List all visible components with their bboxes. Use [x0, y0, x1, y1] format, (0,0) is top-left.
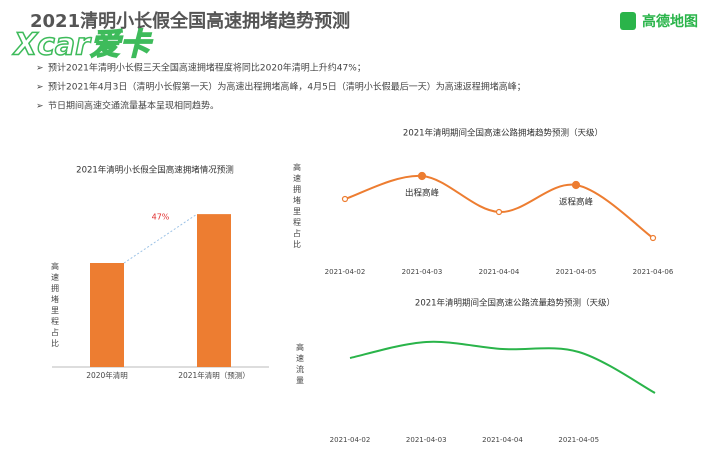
- logo: 高德地图: [642, 13, 698, 30]
- bullet-arrow: ➢: [36, 102, 44, 112]
- point: [571, 180, 581, 190]
- x-tick-label: 2021-04-05: [556, 268, 597, 276]
- bullet-arrow: ➢: [36, 83, 44, 93]
- bar: [197, 214, 231, 367]
- x-tick-label: 2021-04-04: [482, 436, 523, 444]
- watermark: Xcar爱卡: [12, 28, 153, 63]
- chart-title: 2021年清明期间全国高速公路流量趋势预测（天级）: [415, 298, 615, 309]
- series-line: [344, 174, 654, 239]
- bar: [90, 263, 124, 367]
- point: [495, 208, 503, 216]
- x-tick-label: 2021-04-06: [633, 268, 674, 276]
- series-line: [349, 340, 656, 394]
- growth-line: [123, 213, 198, 264]
- annotation: 出程高峰: [405, 188, 440, 199]
- x-tick-label: 2021-04-03: [402, 268, 443, 276]
- x-tick-label: 2020年清明: [86, 370, 128, 380]
- x-tick-label: 2021-04-02: [330, 436, 371, 444]
- y-axis-label: 高速流量: [296, 342, 305, 387]
- point: [417, 171, 427, 181]
- annotation: 返程高峰: [559, 197, 594, 208]
- x-tick-label: 2021年清明（预测）: [178, 370, 250, 380]
- y-axis-label: 高速拥堵里程占比: [293, 162, 302, 251]
- x-tick-label: 2021-04-02: [325, 268, 366, 276]
- point: [341, 195, 349, 203]
- point: [649, 234, 657, 242]
- bullet-arrow: ➢: [36, 64, 44, 74]
- y-axis-label: 高速拥堵里程占比: [51, 261, 60, 350]
- x-tick-label: 2021-04-03: [406, 436, 447, 444]
- x-tick-label: 2021-04-05: [558, 436, 599, 444]
- bullet: 预计2021年4月3日（清明小长假第一天）为高速出程拥堵高峰，4月5日（清明小长…: [48, 81, 526, 93]
- annotation: 47%: [152, 213, 170, 222]
- bullet: 节日期间高速交通流量基本呈现相同趋势。: [48, 100, 219, 112]
- chart-title: 2021年清明小长假全国高速拥堵情况预测: [76, 165, 234, 176]
- slide-title: 2021清明小长假全国高速拥堵趋势预测: [30, 10, 350, 32]
- bullet: 预计2021年清明小长假三天全国高速拥堵程度将同比2020年清明上升约47%；: [48, 62, 366, 74]
- chart-title: 2021年清明期间全国高速公路拥堵趋势预测（天级）: [403, 128, 603, 139]
- logo-icon: [620, 12, 636, 30]
- x-tick-label: 2021-04-04: [479, 268, 520, 276]
